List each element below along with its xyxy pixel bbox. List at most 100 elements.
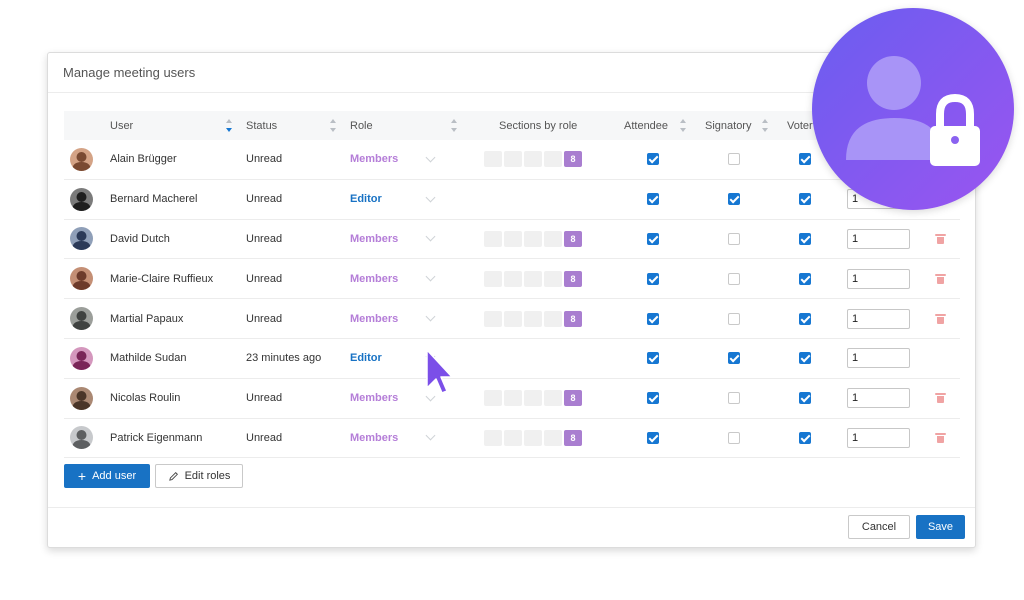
vote-weight-input[interactable]: 1 (847, 228, 910, 249)
save-button[interactable]: Save (916, 515, 965, 539)
user-status: Unread (246, 312, 283, 325)
section-box (504, 429, 522, 446)
table-row: Nicolas Roulin Unread Members 8 1 (64, 379, 960, 419)
signatory-checkbox[interactable] (728, 339, 740, 378)
role-dropdown-chevron[interactable] (425, 180, 436, 219)
vote-weight-cell: 1 (847, 379, 910, 418)
attendee-checkbox[interactable] (647, 419, 659, 458)
section-count-badge: 8 (564, 429, 582, 446)
section-box (484, 230, 502, 247)
delete-user-button[interactable] (935, 299, 946, 338)
voter-checkbox[interactable] (799, 220, 811, 259)
attendee-checkbox[interactable] (647, 379, 659, 418)
sections-by-role: 8 (484, 419, 584, 458)
avatar (70, 187, 93, 211)
col-status-header[interactable]: Status (246, 111, 277, 140)
col-voter-header[interactable]: Voter (787, 111, 813, 140)
voter-checkbox[interactable] (799, 259, 811, 298)
section-box (484, 429, 502, 446)
avatar-cell (70, 339, 93, 378)
attendee-checkbox[interactable] (647, 140, 659, 179)
signatory-checkbox[interactable] (728, 220, 740, 259)
role-select[interactable]: Members (350, 272, 399, 285)
role-select[interactable]: Members (350, 431, 399, 444)
col-role-header[interactable]: Role (350, 111, 373, 140)
col-attendee-label: Attendee (624, 119, 669, 132)
voter-checkbox[interactable] (799, 379, 811, 418)
attendee-checkbox[interactable] (647, 299, 659, 338)
table-row: Alain Brügger Unread Members 8 (64, 140, 960, 180)
table-body: Alain Brügger Unread Members 8 Bernard Mac… (64, 140, 960, 459)
role-dropdown-chevron[interactable] (425, 259, 436, 298)
col-signatory-header[interactable]: Signatory (705, 111, 751, 140)
edit-roles-label: Edit roles (184, 470, 231, 482)
avatar (70, 307, 93, 331)
col-attendee-header[interactable]: Attendee (624, 111, 668, 140)
signatory-checkbox[interactable] (728, 180, 740, 219)
voter-checkbox[interactable] (799, 140, 811, 179)
section-count-badge: 8 (564, 230, 582, 247)
role-select[interactable]: Members (350, 153, 399, 166)
delete-user-button[interactable] (935, 419, 946, 458)
voter-checkbox[interactable] (799, 180, 811, 219)
user-lock-badge (812, 8, 1014, 210)
attendee-checkbox[interactable] (647, 339, 659, 378)
user-name: Mathilde Sudan (110, 352, 187, 365)
sort-role-icon[interactable] (451, 119, 459, 132)
voter-checkbox[interactable] (799, 299, 811, 338)
attendee-checkbox[interactable] (647, 259, 659, 298)
role-dropdown-chevron[interactable] (425, 140, 436, 179)
avatar-cell (70, 140, 93, 179)
attendee-checkbox[interactable] (647, 180, 659, 219)
section-box (524, 230, 542, 247)
user-name: Marie-Claire Ruffieux (110, 272, 214, 285)
edit-roles-button[interactable]: Edit roles (155, 464, 243, 488)
vote-weight-input[interactable]: 1 (847, 348, 910, 369)
sort-user-icon[interactable] (226, 119, 234, 132)
vote-weight-input[interactable]: 1 (847, 268, 910, 289)
signatory-checkbox[interactable] (728, 259, 740, 298)
role-dropdown-chevron[interactable] (425, 299, 436, 338)
trash-icon (935, 393, 946, 404)
dialog-title: Manage meeting users (63, 65, 196, 80)
role-dropdown-chevron[interactable] (425, 220, 436, 259)
attendee-checkbox[interactable] (647, 220, 659, 259)
user-name: Martial Papaux (110, 312, 184, 325)
section-count-badge: 8 (564, 270, 582, 287)
col-user-header[interactable]: User (110, 111, 133, 140)
delete-user-button[interactable] (935, 220, 946, 259)
user-name: Nicolas Roulin (110, 392, 181, 405)
section-box (524, 270, 542, 287)
vote-weight-cell: 1 (847, 220, 910, 259)
add-user-button[interactable]: + Add user (64, 464, 150, 488)
voter-checkbox[interactable] (799, 419, 811, 458)
section-count-badge: 8 (564, 310, 582, 327)
avatar-cell (70, 259, 93, 298)
section-box (504, 310, 522, 327)
sort-attendee-icon[interactable] (680, 119, 688, 132)
role-select[interactable]: Members (350, 232, 399, 245)
role-select[interactable]: Members (350, 392, 399, 405)
cancel-button[interactable]: Cancel (848, 515, 910, 539)
signatory-checkbox[interactable] (728, 419, 740, 458)
vote-weight-input[interactable]: 1 (847, 308, 910, 329)
voter-checkbox[interactable] (799, 339, 811, 378)
signatory-checkbox[interactable] (728, 140, 740, 179)
delete-user-button[interactable] (935, 379, 946, 418)
role-dropdown-chevron[interactable] (425, 419, 436, 458)
col-sections-header: Sections by role (499, 111, 577, 140)
role-select[interactable]: Editor (350, 352, 382, 365)
role-select[interactable]: Editor (350, 193, 382, 206)
vote-weight-input[interactable]: 1 (847, 427, 910, 448)
section-box (544, 390, 562, 407)
sort-status-icon[interactable] (330, 119, 338, 132)
vote-weight-input[interactable]: 1 (847, 388, 910, 409)
sort-signatory-icon[interactable] (762, 119, 770, 132)
signatory-checkbox[interactable] (728, 299, 740, 338)
delete-user-button[interactable] (935, 259, 946, 298)
col-signatory-label: Signatory (705, 119, 752, 132)
chevron-down-icon (425, 152, 436, 163)
section-box (524, 151, 542, 168)
signatory-checkbox[interactable] (728, 379, 740, 418)
role-select[interactable]: Members (350, 312, 399, 325)
